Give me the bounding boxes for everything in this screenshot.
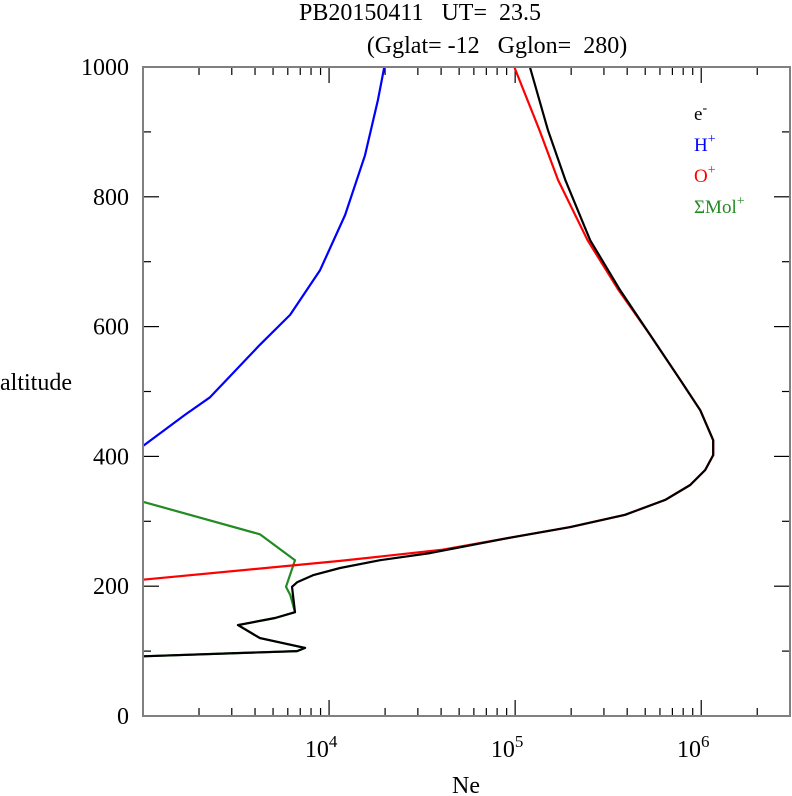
chart-title: PB20150411 UT= 23.5 — [299, 0, 541, 26]
series-line-0 — [142, 66, 715, 658]
series-line-3 — [142, 500, 307, 658]
legend: e- H+ O+ ΣMol+ — [694, 101, 745, 218]
x-axis-label: Ne — [452, 773, 480, 796]
y-axis-label: altitude — [0, 370, 72, 396]
y-tick-label: 400 — [93, 444, 129, 470]
y-tick-label: 800 — [93, 185, 129, 211]
y-tick-label: 0 — [117, 704, 129, 730]
series-line-1 — [142, 66, 386, 447]
y-tick-label: 600 — [93, 315, 129, 341]
legend-entry: e- — [694, 101, 707, 125]
x-tick-label: 104 — [305, 732, 338, 763]
y-tick-label: 200 — [93, 574, 129, 600]
x-tick-label: 105 — [491, 732, 524, 763]
y-tick-label: 1000 — [81, 55, 129, 81]
plot-frame — [142, 66, 791, 717]
chart-subtitle: (Gglat= -12 Gglon= 280) — [367, 33, 627, 59]
legend-entry: O+ — [694, 163, 716, 187]
legend-entry: ΣMol+ — [694, 194, 745, 218]
x-tick-label: 106 — [677, 732, 710, 763]
legend-entry: H+ — [694, 132, 716, 156]
series-line-2 — [142, 66, 715, 581]
